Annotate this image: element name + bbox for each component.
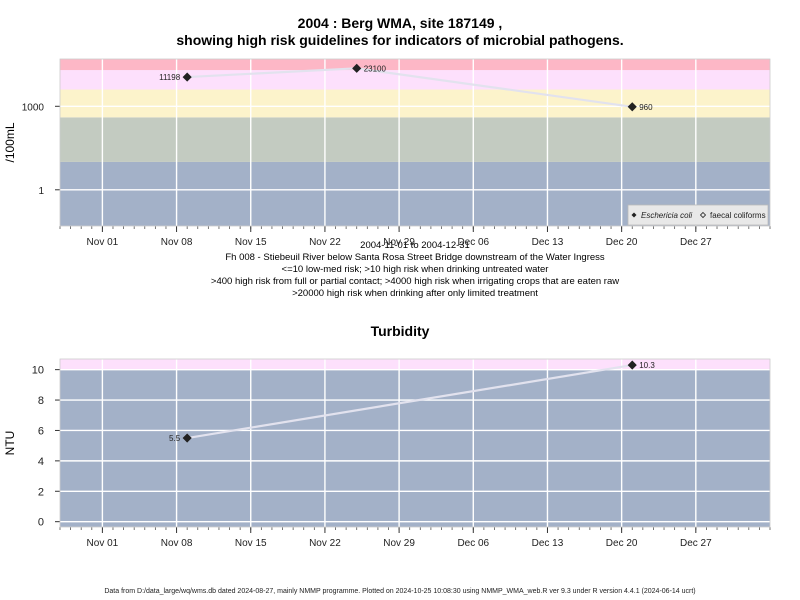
data-label: 10.3 [639, 361, 655, 370]
x-tick-label: Nov 01 [87, 237, 119, 248]
turbidity-chart-title: Turbidity [370, 323, 430, 339]
chart-2: Nov 01 Nov 08 Nov 15 Nov 22 Nov 29 Dec 06 Dec … [3, 358, 771, 549]
data-point [182, 433, 192, 443]
series-line [186, 363, 633, 440]
x-tick-label: Dec 20 [606, 538, 638, 549]
plot-frame [59, 358, 771, 528]
date-range-caption: 2004-11-01 to 2004-12-31 [360, 240, 470, 251]
data-point [627, 102, 637, 112]
x-tick-label: Dec 20 [606, 237, 638, 248]
data-label: 23100 [364, 64, 387, 73]
x-tick-label: Dec 06 [457, 538, 489, 549]
x-tick-label: Nov 22 [309, 237, 341, 248]
plot-frame [59, 58, 771, 227]
y-axis-title: /100mL [3, 122, 17, 162]
y-tick-label: 4 [38, 456, 44, 468]
x-tick-label: Dec 27 [680, 237, 712, 248]
chart-title-line-1: 2004 : Berg WMA, site 187149 , [297, 15, 503, 31]
x-tick-label: Nov 22 [309, 538, 341, 549]
chart-1: Nov 01 Nov 08 Nov 15 Nov 22 Nov 29 Dec 06 Dec … [3, 58, 771, 248]
legend-marker-ecoli [631, 212, 637, 218]
risk-guideline-contact: >400 high risk from full or partial cont… [210, 276, 620, 287]
legend-box [627, 204, 769, 226]
y-axis-title: NTU [3, 431, 17, 456]
risk-guideline-limited-treatment: >20000 high risk when drinking after onl… [292, 288, 538, 299]
risk-band [60, 117, 770, 162]
risk-band [60, 59, 770, 71]
x-tick-label: Nov 01 [87, 538, 119, 549]
legend-label-ecoli: Eschericia coli [641, 211, 692, 220]
chart-title-line-2: showing high risk guidelines for indicat… [176, 32, 624, 48]
x-tick-label: Nov 15 [235, 237, 267, 248]
y-tick-label: 8 [38, 395, 44, 407]
risk-band [60, 359, 770, 370]
risk-band [60, 89, 770, 118]
x-tick-label: Dec 06 [457, 237, 489, 248]
data-label: 11198 [159, 73, 181, 82]
legend-label-faecal: faecal coliforms [710, 211, 766, 220]
y-tick-label: 6 [38, 425, 44, 437]
y-tick-label: 1000 [22, 102, 45, 113]
risk-guideline-drinking: <=10 low-med risk; >10 high risk when dr… [281, 264, 549, 275]
x-tick-label: Nov 08 [161, 538, 193, 549]
y-tick-label: 2 [38, 486, 44, 498]
data-point [627, 360, 637, 370]
y-tick-label: 0 [38, 517, 44, 529]
x-tick-label: Dec 27 [680, 538, 712, 549]
data-label: 960 [639, 103, 653, 112]
x-tick-label: Dec 13 [532, 237, 564, 248]
x-tick-label: Dec 13 [532, 538, 564, 549]
x-tick-label: Nov 29 [383, 237, 415, 248]
y-tick-label: 10 [32, 365, 44, 377]
site-description-caption: Fh 008 - Stiebeuil River below Santa Ros… [225, 252, 605, 263]
legend-marker-faecal [699, 211, 707, 219]
data-source-footer: Data from D:/data_large/wq/wms.db dated … [104, 588, 696, 595]
x-tick-label: Nov 08 [161, 237, 193, 248]
x-tick-label: Nov 15 [235, 538, 267, 549]
x-tick-label: Nov 29 [383, 538, 415, 549]
y-tick-label: 1 [38, 186, 44, 197]
data-point [352, 63, 362, 73]
data-label: 5.5 [169, 434, 181, 443]
risk-band [60, 369, 770, 527]
data-point [182, 72, 192, 82]
